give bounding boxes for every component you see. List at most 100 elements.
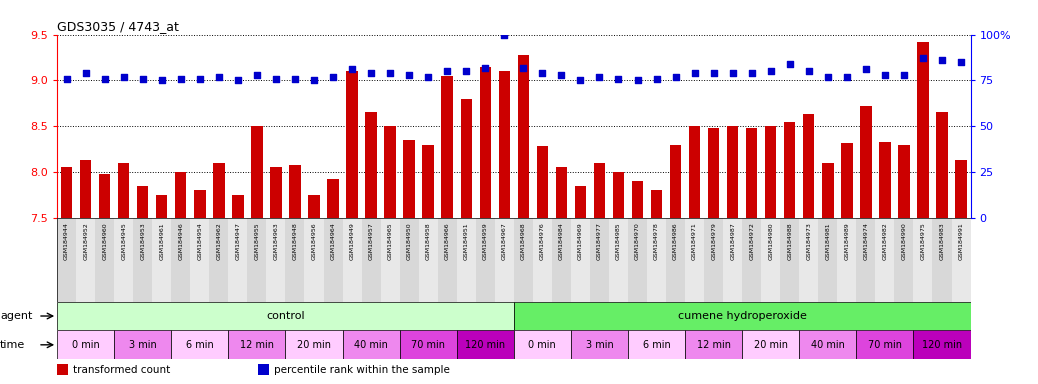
- Point: [572, 77, 589, 83]
- Bar: [267, 218, 285, 301]
- Point: [896, 72, 912, 78]
- Text: GSM184948: GSM184948: [293, 222, 298, 260]
- Text: 0 min: 0 min: [528, 340, 556, 350]
- Text: GSM184951: GSM184951: [464, 222, 469, 260]
- Bar: [918, 42, 929, 218]
- Text: transformed count: transformed count: [73, 365, 170, 375]
- Text: GSM184962: GSM184962: [216, 222, 221, 260]
- Bar: [228, 330, 285, 359]
- Point: [439, 68, 456, 74]
- Bar: [118, 163, 130, 218]
- Text: 20 min: 20 min: [297, 340, 331, 350]
- Text: GSM184949: GSM184949: [350, 222, 355, 260]
- Point: [934, 57, 951, 63]
- Point: [534, 70, 550, 76]
- Point: [249, 72, 266, 78]
- Bar: [156, 195, 167, 218]
- Text: GSM184978: GSM184978: [654, 222, 659, 260]
- Bar: [137, 186, 148, 218]
- Bar: [514, 218, 532, 301]
- Bar: [723, 218, 742, 301]
- Point: [725, 70, 741, 76]
- Bar: [799, 330, 856, 359]
- Text: GSM184977: GSM184977: [597, 222, 602, 260]
- Text: 0 min: 0 min: [72, 340, 100, 350]
- Point: [914, 55, 931, 61]
- Text: control: control: [266, 311, 305, 321]
- Bar: [57, 330, 114, 359]
- Bar: [818, 218, 838, 301]
- Bar: [228, 218, 247, 301]
- Point: [782, 61, 798, 67]
- Point: [876, 72, 893, 78]
- Bar: [441, 76, 453, 218]
- Text: 120 min: 120 min: [922, 340, 962, 350]
- Bar: [457, 330, 514, 359]
- Point: [115, 74, 132, 80]
- Bar: [80, 160, 91, 218]
- Text: GSM184957: GSM184957: [368, 222, 374, 260]
- Point: [857, 66, 874, 73]
- Bar: [612, 172, 624, 218]
- Point: [401, 72, 417, 78]
- Bar: [856, 218, 875, 301]
- Point: [172, 76, 189, 82]
- Bar: [76, 218, 95, 301]
- Text: GSM184988: GSM184988: [787, 222, 792, 260]
- Text: GSM184972: GSM184972: [749, 222, 755, 260]
- Bar: [895, 218, 913, 301]
- Text: GDS3035 / 4743_at: GDS3035 / 4743_at: [57, 20, 179, 33]
- Text: GSM184964: GSM184964: [330, 222, 335, 260]
- Bar: [480, 67, 491, 218]
- Point: [743, 70, 760, 76]
- Text: agent: agent: [0, 311, 32, 321]
- Point: [592, 74, 608, 80]
- Bar: [270, 167, 281, 218]
- Text: 40 min: 40 min: [811, 340, 845, 350]
- Bar: [913, 218, 932, 301]
- Text: GSM184971: GSM184971: [692, 222, 698, 260]
- Point: [820, 74, 837, 80]
- Text: 120 min: 120 min: [465, 340, 506, 350]
- Bar: [384, 126, 395, 218]
- Bar: [400, 218, 418, 301]
- Bar: [233, 195, 244, 218]
- Text: GSM184967: GSM184967: [501, 222, 507, 260]
- Point: [286, 76, 303, 82]
- Text: 3 min: 3 min: [585, 340, 613, 350]
- Text: GSM184969: GSM184969: [578, 222, 583, 260]
- Text: time: time: [0, 340, 25, 350]
- Bar: [552, 218, 571, 301]
- Text: GSM184989: GSM184989: [844, 222, 849, 260]
- Bar: [685, 218, 704, 301]
- Point: [382, 70, 399, 76]
- Bar: [784, 122, 795, 218]
- Bar: [361, 218, 381, 301]
- Text: GSM184973: GSM184973: [807, 222, 812, 260]
- Bar: [571, 330, 628, 359]
- Bar: [670, 144, 681, 218]
- Text: GSM184990: GSM184990: [901, 222, 906, 260]
- Bar: [590, 218, 609, 301]
- Text: GSM184986: GSM184986: [673, 222, 678, 260]
- Bar: [555, 167, 567, 218]
- Text: GSM184955: GSM184955: [254, 222, 260, 260]
- Bar: [651, 190, 662, 218]
- Bar: [461, 99, 472, 218]
- Bar: [628, 218, 647, 301]
- Bar: [537, 146, 548, 218]
- Bar: [400, 330, 457, 359]
- Bar: [781, 218, 799, 301]
- Bar: [746, 128, 758, 218]
- Bar: [422, 144, 434, 218]
- Point: [667, 74, 684, 80]
- Bar: [57, 301, 514, 330]
- Text: GSM184960: GSM184960: [102, 222, 107, 260]
- Bar: [61, 167, 73, 218]
- Bar: [194, 190, 206, 218]
- Text: GSM184974: GSM184974: [864, 222, 869, 260]
- Text: GSM184983: GSM184983: [939, 222, 945, 260]
- Bar: [251, 126, 263, 218]
- Bar: [609, 218, 628, 301]
- Bar: [343, 218, 361, 301]
